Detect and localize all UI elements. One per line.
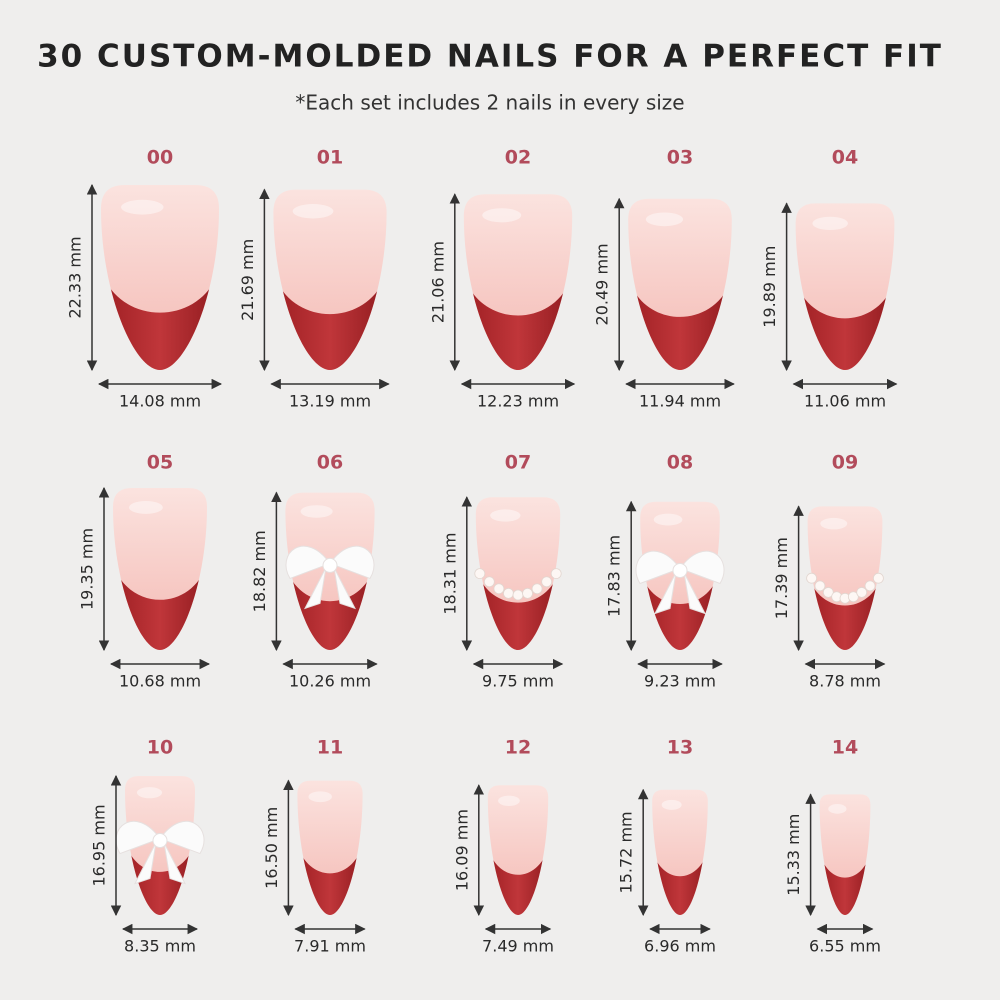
width-label: 8.78 mm [809, 672, 881, 691]
height-label: 17.39 mm [772, 537, 791, 619]
width-label: 7.91 mm [294, 937, 366, 956]
height-label: 17.83 mm [605, 535, 624, 617]
nail-shine [812, 216, 848, 231]
size-label: 10 [147, 737, 173, 759]
width-label: 6.55 mm [809, 937, 881, 956]
size-label: 04 [832, 147, 858, 169]
pearl [541, 576, 553, 588]
pearl [814, 580, 826, 592]
height-label: 19.89 mm [760, 246, 779, 328]
width-label: 11.06 mm [804, 392, 886, 411]
nail-shine [308, 791, 332, 803]
height-label: 21.06 mm [428, 241, 447, 323]
nail-shine [482, 208, 522, 223]
height-label: 15.33 mm [784, 814, 803, 896]
nail-shine [498, 795, 520, 806]
width-label: 11.94 mm [639, 392, 721, 411]
height-label: 16.09 mm [452, 809, 471, 891]
height-label: 21.69 mm [238, 239, 257, 321]
nail-shine [300, 505, 333, 518]
size-label: 03 [667, 147, 693, 169]
bow [285, 545, 375, 610]
width-label: 12.23 mm [477, 392, 559, 411]
height-label: 16.50 mm [262, 807, 281, 889]
pearl [847, 591, 859, 603]
pearl [493, 583, 505, 595]
nail-item: 11 16.50 mm 7.91 mm [262, 737, 366, 956]
size-label: 08 [667, 452, 693, 474]
width-label: 10.68 mm [119, 672, 201, 691]
nail-shine [661, 799, 682, 810]
nail-shine [645, 212, 684, 227]
height-label: 16.95 mm [90, 804, 109, 886]
size-label: 00 [147, 147, 173, 169]
height-label: 22.33 mm [66, 236, 85, 318]
pearl [873, 572, 884, 584]
size-label: 07 [505, 452, 531, 474]
width-label: 8.35 mm [124, 937, 196, 956]
title: 30 CUSTOM-MOLDED NAILS FOR A PERFECT FIT [37, 39, 943, 75]
width-label: 7.49 mm [482, 937, 554, 956]
subtitle: *Each set includes 2 nails in every size [295, 91, 684, 115]
pearl [822, 587, 834, 598]
width-label: 9.23 mm [644, 672, 716, 691]
size-label: 13 [667, 737, 693, 759]
pearl [531, 583, 543, 595]
pearl [483, 576, 495, 588]
size-label: 06 [317, 452, 343, 474]
nail-shine [653, 513, 683, 526]
bow-knot [322, 557, 338, 573]
nail-item: 00 22.33 mm 14.08 mm [66, 147, 223, 411]
height-label: 19.35 mm [78, 528, 97, 610]
size-label: 05 [147, 452, 173, 474]
bow-knot [672, 562, 688, 578]
pearl [512, 589, 524, 601]
pearl [806, 572, 817, 584]
pearl [522, 587, 533, 599]
size-label: 01 [317, 147, 343, 169]
height-label: 20.49 mm [593, 243, 612, 325]
pearl [856, 587, 868, 598]
nail-shine [828, 804, 847, 814]
pearl [474, 568, 486, 579]
width-label: 13.19 mm [289, 392, 371, 411]
size-label: 14 [832, 737, 858, 759]
pearl [550, 568, 562, 579]
nail-shine [820, 517, 848, 530]
width-label: 14.08 mm [119, 392, 201, 411]
size-label: 09 [832, 452, 858, 474]
bow [115, 820, 205, 885]
nail-shine [292, 204, 334, 219]
size-label: 12 [505, 737, 531, 759]
nail-shine [128, 500, 163, 514]
height-label: 18.82 mm [250, 530, 269, 612]
bow-knot [152, 833, 168, 849]
width-label: 10.26 mm [289, 672, 371, 691]
bow [635, 550, 725, 615]
height-label: 15.72 mm [617, 811, 636, 893]
width-label: 9.75 mm [482, 672, 554, 691]
pearl [503, 587, 514, 599]
height-label: 18.31 mm [440, 533, 459, 615]
size-label: 02 [505, 147, 531, 169]
nail-shine [136, 787, 163, 799]
pearl [864, 580, 876, 592]
width-label: 6.96 mm [644, 937, 716, 956]
size-label: 11 [317, 737, 343, 759]
nail-shine [121, 199, 164, 215]
nail-shine [490, 509, 521, 522]
